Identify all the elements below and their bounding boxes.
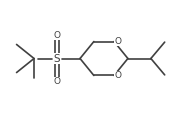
- Text: O: O: [54, 77, 61, 86]
- Text: S: S: [54, 53, 60, 64]
- Text: O: O: [115, 71, 122, 80]
- Text: O: O: [54, 31, 61, 40]
- Text: O: O: [115, 37, 122, 46]
